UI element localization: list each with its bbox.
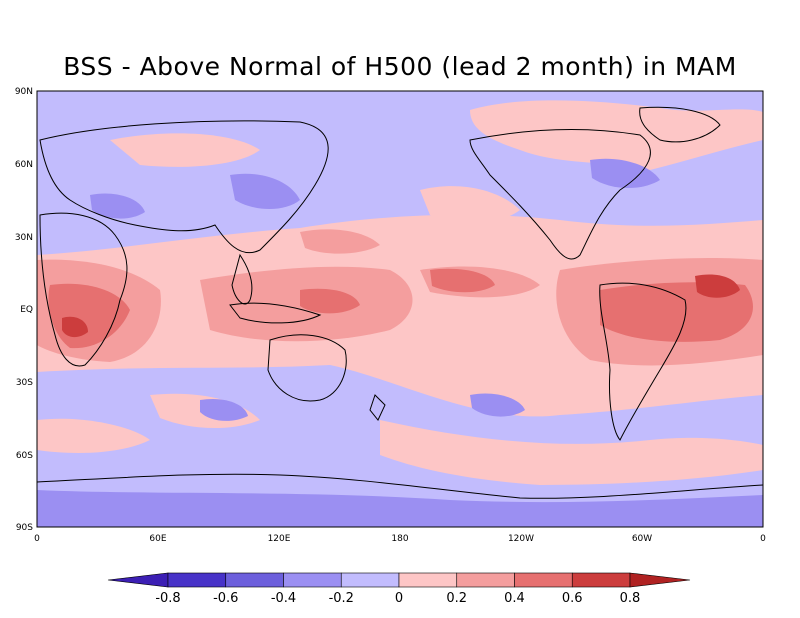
field-neg04-canada — [590, 158, 660, 189]
colorbar-swatch — [514, 572, 573, 588]
coast-australia — [267, 334, 347, 402]
lon-tick-label: 0 — [34, 534, 40, 544]
coast-greenland — [639, 106, 721, 143]
field-pos04-wpac — [300, 229, 380, 254]
lat-tick-label: 60S — [16, 451, 33, 461]
lat-tick-label: 90S — [16, 523, 33, 533]
field-pos06-wpac — [300, 288, 360, 314]
lat-tick-label: 30N — [15, 233, 33, 243]
lon-tick-label: 120E — [268, 534, 291, 544]
coastlines — [37, 106, 763, 499]
field-pos08-africa — [62, 316, 88, 338]
field-neg04-antarctic-band — [37, 490, 763, 527]
lat-tick-label: 90N — [15, 87, 33, 97]
field-layer — [37, 91, 763, 527]
lat-tick-label: 30S — [16, 378, 33, 388]
field-pos-arctic — [470, 100, 763, 170]
colorbar: -0.8 -0.6 -0.4 -0.2 0 0.2 0.4 0.6 0.8 — [107, 572, 691, 606]
field-neg04-s-pac — [470, 393, 525, 417]
colorbar-label: 0.8 — [620, 591, 641, 606]
colorbar-swatch — [456, 572, 515, 588]
coast-n-america — [469, 129, 651, 260]
colorbar-swatch — [225, 572, 284, 588]
lon-tick-label: 60W — [632, 534, 652, 544]
coast-antarctica — [37, 473, 763, 499]
lon-tick-label: 0 — [760, 534, 766, 544]
coast-maritime — [229, 302, 322, 324]
plot-frame — [36, 90, 764, 528]
colorbar-label: -0.4 — [271, 591, 296, 606]
lon-tick-label: 60E — [149, 534, 166, 544]
colorbar-label: 0.6 — [562, 591, 583, 606]
colorbar-arrow-right — [629, 572, 691, 588]
colorbar-swatch — [167, 572, 227, 588]
colorbar-swatch — [571, 572, 631, 588]
colorbar-label: -0.6 — [213, 591, 238, 606]
coast-indochina — [231, 253, 253, 305]
field-neg04-s-indian — [200, 398, 248, 421]
field-pos-sw-indian — [37, 418, 150, 453]
field-neg04-siberia — [230, 173, 300, 209]
lat-tick-label: EQ — [20, 305, 33, 315]
coast-africa — [39, 212, 128, 367]
field-neg04-europe — [90, 193, 145, 219]
field-pos08-atlantic — [695, 274, 740, 298]
field-pos-ne-pacific — [420, 186, 520, 224]
lat-axis: 90N 60N 30N EQ 30S 60S 90S — [15, 87, 33, 533]
colorbar-arrow-left — [107, 572, 169, 588]
colorbar-swatch — [398, 572, 458, 588]
lon-tick-label: 120W — [508, 534, 534, 544]
lon-tick-label: 180 — [391, 534, 408, 544]
lat-tick-label: 60N — [15, 160, 33, 170]
colorbar-label: 0 — [395, 591, 403, 606]
colorbar-label: -0.8 — [155, 591, 180, 606]
field-pos-southern-band — [380, 420, 763, 485]
coast-eurasia — [39, 120, 329, 254]
colorbar-swatch — [283, 572, 342, 588]
field-pos-asia — [110, 133, 260, 167]
colorbar-label: 0.2 — [446, 591, 467, 606]
lon-axis: 0 60E 120E 180 120W 60W 0 — [34, 534, 766, 544]
coast-nz — [369, 394, 386, 421]
field-pos06-cpac — [430, 268, 495, 293]
colorbar-swatch — [340, 572, 400, 588]
coast-s-america — [599, 282, 687, 441]
colorbar-label: 0.4 — [504, 591, 525, 606]
map-title: BSS - Above Normal of H500 (lead 2 month… — [63, 52, 737, 81]
colorbar-label: -0.2 — [329, 591, 354, 606]
